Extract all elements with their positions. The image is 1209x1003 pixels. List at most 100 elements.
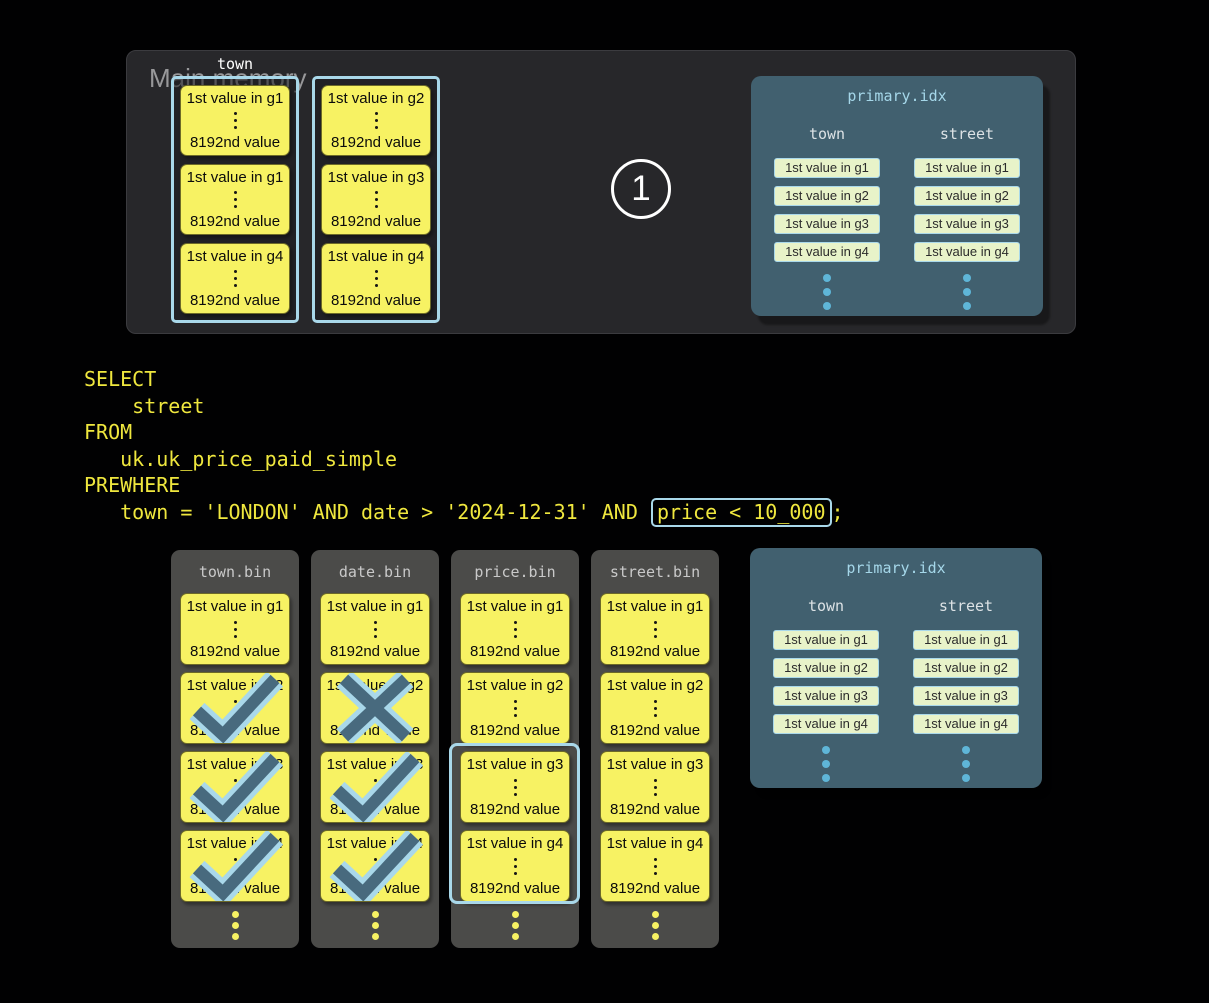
granule-block: 1st value in g4 8192nd value [600, 830, 710, 902]
idx-column-town: town 1st value in g1 1st value in g2 1st… [773, 597, 879, 782]
ellipsis-icon [373, 778, 377, 796]
step-number: 1 [631, 169, 651, 208]
ellipsis-icon [513, 778, 517, 796]
granule-block: 1st value in g2 8192nd value [180, 672, 290, 744]
granule-last-value: 8192nd value [329, 880, 421, 897]
granule-block: 1st value in g1 8192nd value [180, 85, 290, 156]
ellipsis-icon [233, 857, 237, 875]
idx-entry: 1st value in g4 [774, 242, 880, 262]
granule-block: 1st value in g3 8192nd value [320, 751, 430, 823]
sql-line: town = 'LONDON' AND date > '2024-12-31' … [84, 499, 650, 524]
idx-entry: 1st value in g1 [774, 158, 880, 178]
ellipsis-icon [653, 699, 657, 717]
granule-first-value: 1st value in g2 [327, 90, 425, 107]
more-entries-dots-icon [823, 274, 831, 310]
step-1-badge: 1 [611, 159, 671, 219]
idx-column-street: street 1st value in g1 1st value in g2 1… [913, 597, 1019, 782]
granule-last-value: 8192nd value [189, 801, 281, 818]
ellipsis-icon [513, 857, 517, 875]
idx-entry: 1st value in g2 [914, 186, 1020, 206]
granule-block: 1st value in g2 8192nd value [320, 672, 430, 744]
granule-first-value: 1st value in g3 [606, 756, 704, 773]
ellipsis-icon [513, 620, 517, 638]
ellipsis-icon [513, 699, 517, 717]
granule-last-value: 8192nd value [469, 801, 561, 818]
granule-block: 1st value in g2 8192nd value [321, 85, 431, 156]
granule-block: 1st value in g4 8192nd value [460, 830, 570, 902]
granule-last-value: 8192nd value [329, 643, 421, 660]
granule-block: 1st value in g3 8192nd value [600, 751, 710, 823]
town-column-label: town [216, 55, 254, 73]
granule-first-value: 1st value in g2 [606, 677, 704, 694]
idx-entry: 1st value in g1 [914, 158, 1020, 178]
sql-line: SELECT [84, 367, 157, 391]
idx-column-town: town 1st value in g1 1st value in g2 1st… [774, 125, 880, 310]
sql-line: uk.uk_price_paid_simple [84, 446, 398, 471]
ellipsis-icon [373, 857, 377, 875]
granule-last-value: 8192nd value [189, 880, 281, 897]
bin-column-town: town.bin 1st value in g1 8192nd value 1s… [171, 550, 299, 948]
granule-last-value: 8192nd value [189, 292, 281, 309]
granule-first-value: 1st value in g1 [606, 598, 704, 615]
idx-column-header: street [939, 125, 995, 143]
ellipsis-icon [374, 191, 378, 208]
granule-last-value: 8192nd value [609, 722, 701, 739]
granule-first-value: 1st value in g4 [186, 248, 284, 265]
idx-entry: 1st value in g3 [914, 214, 1020, 234]
granule-first-value: 1st value in g1 [186, 598, 284, 615]
granule-last-value: 8192nd value [329, 801, 421, 818]
idx-entry: 1st value in g4 [913, 714, 1019, 734]
sql-line: ; [831, 499, 844, 524]
primary-idx-panel-top: primary.idx town 1st value in g1 1st val… [751, 76, 1043, 316]
granule-block: 1st value in g1 8192nd value [180, 593, 290, 665]
more-granules-dots-icon [651, 911, 659, 940]
ellipsis-icon [374, 270, 378, 287]
ellipsis-icon [373, 620, 377, 638]
granule-last-value: 8192nd value [469, 643, 561, 660]
more-granules-dots-icon [231, 911, 239, 940]
idx-column-header: town [808, 125, 846, 143]
idx-column-header: town [807, 597, 845, 615]
ellipsis-icon [233, 620, 237, 638]
granule-last-value: 8192nd value [189, 722, 281, 739]
granule-block: 1st value in g4 8192nd value [321, 243, 431, 314]
granule-last-value: 8192nd value [469, 722, 561, 739]
granule-block: 1st value in g3 8192nd value [180, 751, 290, 823]
granule-first-value: 1st value in g4 [186, 835, 284, 852]
granule-last-value: 8192nd value [329, 722, 421, 739]
granule-last-value: 8192nd value [609, 643, 701, 660]
granule-block: 1st value in g1 8192nd value [600, 593, 710, 665]
idx-entry: 1st value in g1 [913, 630, 1019, 650]
granule-first-value: 1st value in g1 [326, 598, 424, 615]
granule-block: 1st value in g1 8192nd value [320, 593, 430, 665]
idx-entry: 1st value in g4 [773, 714, 879, 734]
granule-first-value: 1st value in g4 [327, 248, 425, 265]
bin-column-street: street.bin 1st value in g1 8192nd value … [591, 550, 719, 948]
sql-query: SELECT street FROM uk.uk_price_paid_simp… [84, 366, 844, 527]
idx-entry: 1st value in g3 [773, 686, 879, 706]
granule-first-value: 1st value in g1 [186, 169, 284, 186]
bin-column-price: price.bin 1st value in g1 8192nd value 1… [451, 550, 579, 948]
more-entries-dots-icon [963, 274, 971, 310]
granule-block: 1st value in g2 8192nd value [600, 672, 710, 744]
ellipsis-icon [233, 191, 237, 208]
more-granules-dots-icon [511, 911, 519, 940]
ellipsis-icon [653, 857, 657, 875]
sql-line: PREWHERE [84, 473, 181, 497]
granule-first-value: 1st value in g3 [186, 756, 284, 773]
granule-last-value: 8192nd value [330, 134, 422, 151]
ellipsis-icon [374, 112, 378, 129]
granule-first-value: 1st value in g3 [466, 756, 564, 773]
ellipsis-icon [653, 778, 657, 796]
more-entries-dots-icon [822, 746, 830, 782]
granule-block: 1st value in g4 8192nd value [320, 830, 430, 902]
granule-block: 1st value in g3 8192nd value [321, 164, 431, 235]
granule-last-value: 8192nd value [609, 801, 701, 818]
ellipsis-icon [233, 270, 237, 287]
primary-idx-panel-bottom: primary.idx town 1st value in g1 1st val… [750, 548, 1042, 788]
granule-first-value: 1st value in g1 [186, 90, 284, 107]
idx-column-street: street 1st value in g1 1st value in g2 1… [914, 125, 1020, 310]
granule-block: 1st value in g1 8192nd value [180, 164, 290, 235]
ellipsis-icon [233, 778, 237, 796]
